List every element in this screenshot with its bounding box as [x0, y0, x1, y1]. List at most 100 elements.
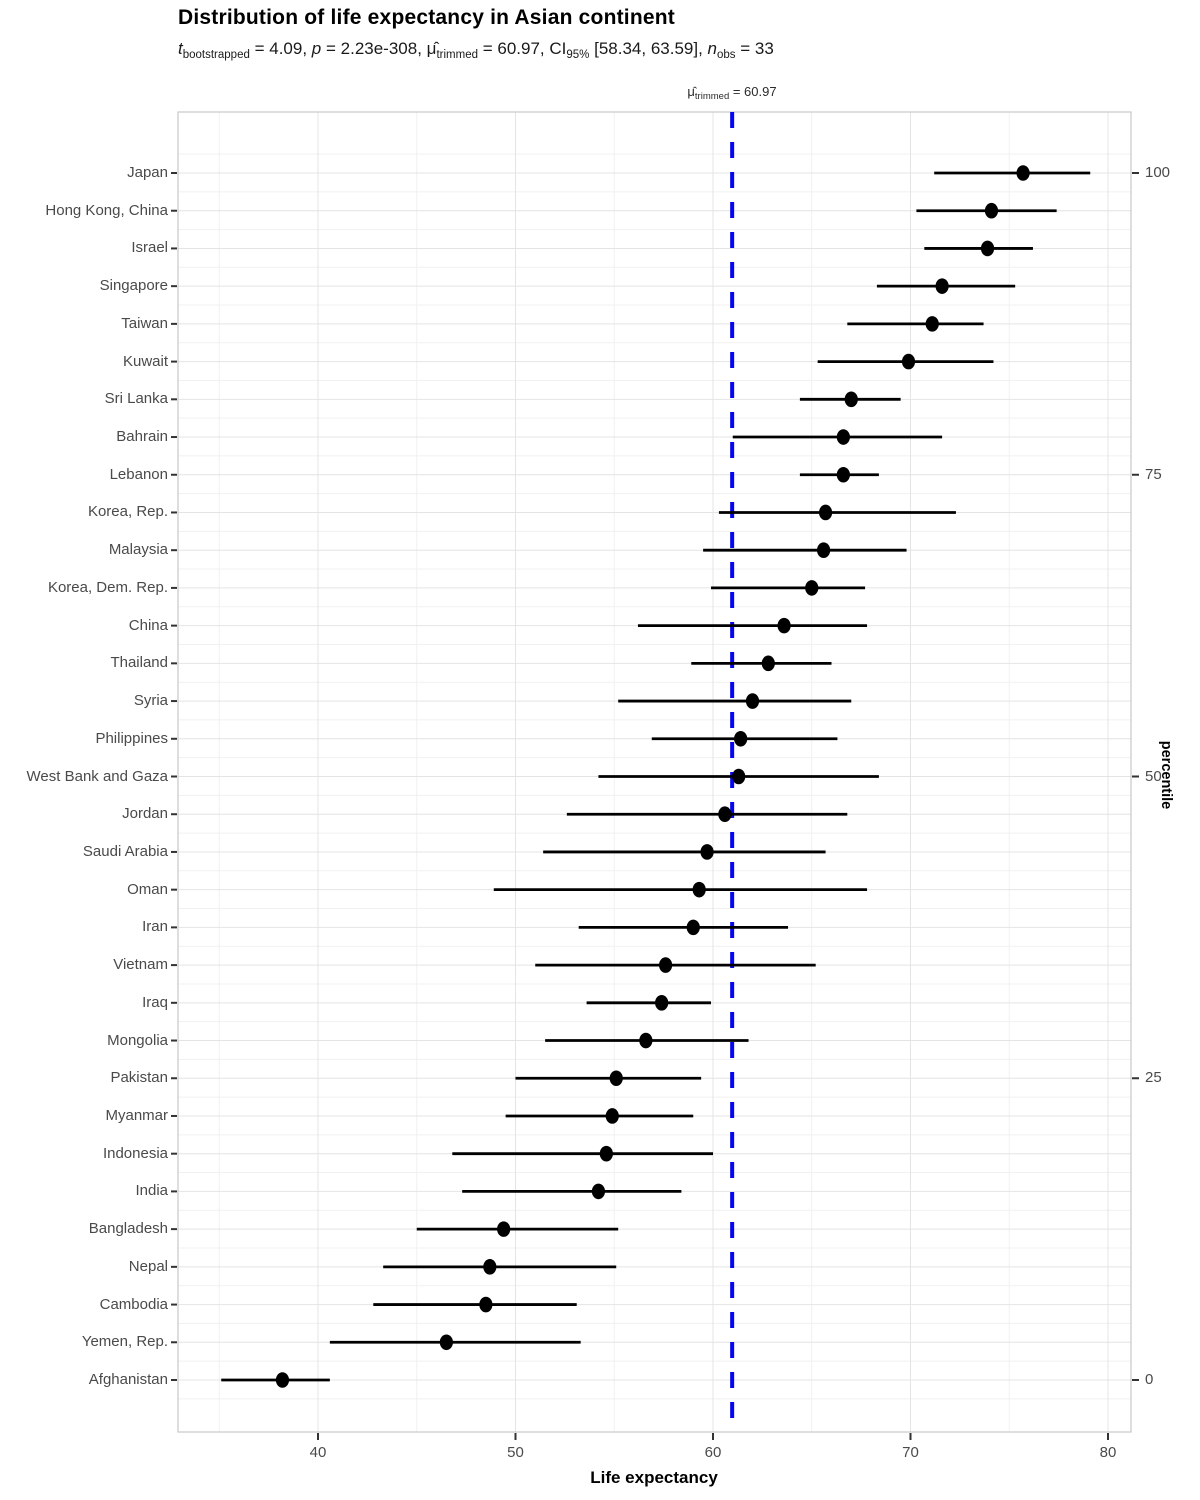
text-segment: = 60.97: [729, 84, 777, 99]
data-point: [605, 1108, 619, 1124]
y-axis-label: Israel: [131, 239, 168, 257]
data-point: [925, 316, 939, 332]
x-axis-tick-label: 80: [1099, 1444, 1117, 1461]
y-axis-label: Taiwan: [121, 314, 168, 332]
data-point: [836, 466, 850, 483]
text-segment: obs: [717, 49, 736, 61]
data-point: [777, 617, 791, 634]
y-axis-label: Afghanistan: [88, 1371, 168, 1388]
chart-title: Distribution of life expectancy in Asian…: [178, 6, 675, 29]
data-point: [935, 278, 949, 294]
data-point: [1016, 165, 1030, 181]
y-axis-label: Bangladesh: [88, 1220, 168, 1238]
data-point: [609, 1070, 623, 1087]
x-axis-tick-label: 60: [704, 1444, 722, 1461]
y-axis-label: Korea, Rep.: [87, 503, 168, 521]
y-axis-label: Singapore: [99, 277, 168, 295]
data-point: [692, 881, 706, 898]
y-axis-label: Myanmar: [105, 1106, 168, 1124]
data-point: [655, 995, 669, 1011]
text-segment: n: [707, 39, 718, 58]
data-point: [599, 1145, 613, 1162]
data-point: [984, 202, 999, 219]
y-axis-label: Lebanon: [109, 465, 168, 483]
data-point: [805, 580, 819, 596]
x-axis-tick-label: 70: [902, 1444, 919, 1461]
data-point: [686, 919, 700, 936]
y-axis-label: Pakistan: [110, 1069, 168, 1087]
y-axis-label: Indonesia: [102, 1144, 168, 1162]
y-axis-label: Korea, Dem. Rep.: [47, 578, 168, 596]
y-axis-label: Iran: [142, 918, 168, 936]
y-axis-label: Malaysia: [108, 541, 168, 559]
y-axis-label: Bahrain: [116, 428, 168, 446]
data-point: [745, 693, 760, 709]
y-axis-label: Nepal: [128, 1257, 168, 1275]
percentile-tick-label: 0: [1145, 1371, 1154, 1388]
x-axis-title: Life expectancy: [590, 1468, 718, 1487]
y-axis-label: Cambodia: [99, 1295, 168, 1313]
y-axis-label: Yemen, Rep.: [81, 1333, 168, 1351]
data-point: [734, 730, 748, 747]
data-point: [483, 1259, 497, 1275]
percentile-tick-label: 50: [1145, 767, 1162, 785]
y-axis-label: West Bank and Gaza: [26, 767, 168, 785]
y-axis-label: Thailand: [110, 654, 168, 672]
data-point: [761, 655, 775, 672]
data-point: [980, 240, 995, 257]
text-segment: μ̂: [687, 84, 695, 99]
data-point: [718, 806, 732, 823]
text-segment: bootstrapped: [182, 49, 250, 61]
data-point: [439, 1334, 453, 1351]
y-axis-label: Hong Kong, China: [45, 201, 168, 219]
data-point: [732, 768, 746, 785]
text-segment: 95%: [566, 49, 590, 61]
text-segment: = 4.09,: [249, 39, 312, 58]
data-point: [901, 353, 916, 370]
data-point: [639, 1032, 653, 1049]
data-point: [659, 957, 673, 973]
text-segment: = 2.23e-308,: [321, 39, 427, 58]
y-axis-label: Philippines: [95, 729, 168, 747]
y-axis-label: Vietnam: [113, 956, 168, 974]
text-segment: trimmed: [694, 91, 730, 102]
y-axis-label: India: [135, 1182, 168, 1200]
y-axis-label: Syria: [133, 692, 168, 710]
right-axis-title: percentile: [1158, 740, 1174, 810]
data-point: [591, 1183, 606, 1200]
y-axis-label: Saudi Arabia: [82, 842, 168, 860]
data-point: [836, 429, 850, 445]
data-point: [275, 1372, 290, 1388]
chart-subtitle: tbootstrapped = 4.09, p = 2.23e-308, μ̂t…: [178, 39, 774, 61]
y-axis-label: Mongolia: [107, 1031, 168, 1049]
y-axis-label: Sri Lanka: [104, 390, 168, 408]
text-segment: p: [311, 39, 322, 58]
percentile-tick-label: 75: [1145, 465, 1162, 483]
y-axis-label: Kuwait: [122, 352, 168, 370]
data-point: [497, 1221, 511, 1237]
panel-border: [177, 111, 1132, 1433]
data-point: [844, 391, 858, 408]
text-segment: trimmed: [436, 49, 478, 61]
y-axis-label: Iraq: [142, 993, 168, 1011]
data-point: [700, 844, 714, 860]
data-point: [817, 542, 831, 558]
y-axis-label: Jordan: [122, 805, 168, 823]
text-segment: = 60.97, CI: [477, 39, 567, 58]
text-segment: μ̂: [426, 39, 437, 58]
y-axis-label: Japan: [127, 164, 168, 181]
x-axis-tick-label: 50: [507, 1444, 524, 1461]
text-segment: = 33: [735, 39, 774, 58]
data-point: [479, 1296, 493, 1313]
y-axis-label: China: [128, 616, 168, 634]
percentile-tick-label: 100: [1145, 164, 1171, 181]
x-axis-tick-label: 40: [309, 1444, 327, 1461]
trimmed-mean-line-label: μ̂trimmed = 60.97: [687, 84, 776, 102]
text-segment: t: [178, 39, 183, 58]
percentile-tick-label: 25: [1145, 1069, 1162, 1087]
data-point: [818, 504, 833, 521]
text-segment: [58.34, 63.59],: [589, 39, 708, 58]
y-axis-label: Oman: [127, 880, 168, 898]
